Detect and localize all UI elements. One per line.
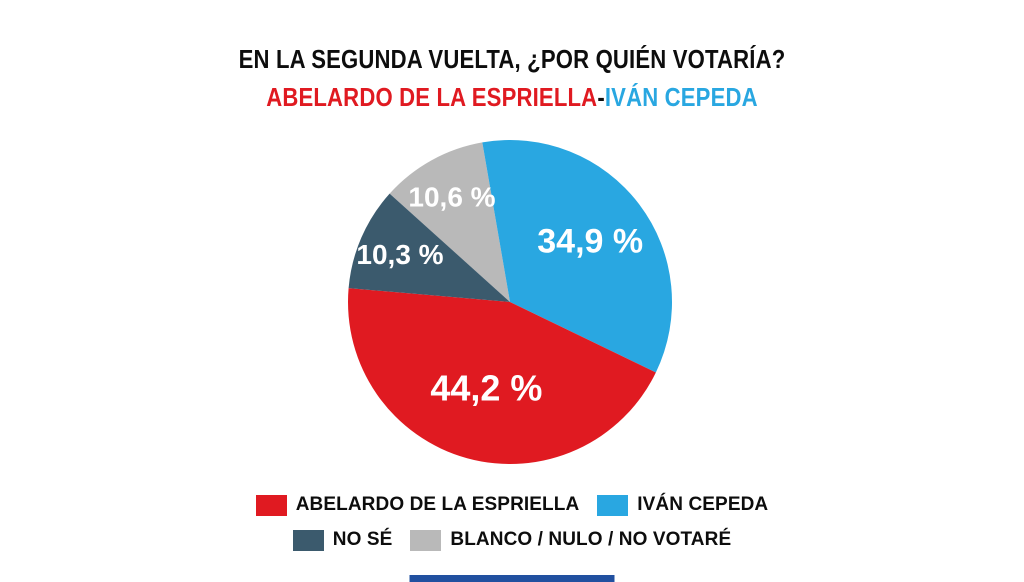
legend-swatch bbox=[292, 529, 324, 551]
legend-item: BLANCO / NULO / NO VOTARÉ bbox=[410, 529, 731, 551]
pie-slice-3 bbox=[348, 193, 510, 302]
slice-label: 34,9 % bbox=[537, 223, 643, 261]
chart-subtitle: ABELARDO DE LA ESPRIELLA-IVÁN CEPEDA bbox=[77, 82, 947, 113]
pie-slice-0 bbox=[389, 142, 510, 302]
legend-label: IVÁN CEPEDA bbox=[637, 494, 769, 515]
legend-item: NO SÉ bbox=[292, 529, 393, 551]
legend-row: NO SÉ BLANCO / NULO / NO VOTARÉ bbox=[292, 529, 731, 551]
subtitle-candidate-espriella: ABELARDO DE LA ESPRIELLA bbox=[266, 82, 598, 112]
legend-label: BLANCO / NULO / NO VOTARÉ bbox=[450, 529, 732, 550]
legend-label: ABELARDO DE LA ESPRIELLA bbox=[295, 494, 580, 515]
pie-slice-2 bbox=[348, 288, 656, 464]
pie-chart-container: 10,6 % 34,9 % 44,2 % 10,3 % bbox=[330, 120, 690, 484]
subtitle-candidate-cepeda: IVÁN CEPEDA bbox=[604, 82, 758, 112]
pie-slice-1 bbox=[482, 139, 673, 373]
legend-item: ABELARDO DE LA ESPRIELLA bbox=[255, 494, 580, 516]
chart-legend: ABELARDO DE LA ESPRIELLA IVÁN CEPEDA NO SÉ… bbox=[0, 494, 1024, 551]
legend-swatch bbox=[597, 494, 629, 516]
slice-label: 44,2 % bbox=[430, 367, 542, 408]
legend-row: ABELARDO DE LA ESPRIELLA IVÁN CEPEDA bbox=[255, 494, 769, 516]
slice-label: 10,6 % bbox=[408, 182, 495, 213]
legend-swatch bbox=[255, 494, 287, 516]
legend-item: IVÁN CEPEDA bbox=[597, 494, 768, 516]
legend-swatch bbox=[410, 529, 442, 551]
subtitle-separator: - bbox=[597, 82, 605, 112]
chart-title: EN LA SEGUNDA VUELTA, ¿POR QUIÉN VOTARÍA… bbox=[238, 44, 786, 74]
pie-chart: 10,6 % 34,9 % 44,2 % 10,3 % bbox=[348, 139, 673, 464]
slice-label: 10,3 % bbox=[356, 239, 443, 270]
legend-label: NO SÉ bbox=[332, 529, 393, 550]
bottom-bar bbox=[409, 575, 615, 582]
